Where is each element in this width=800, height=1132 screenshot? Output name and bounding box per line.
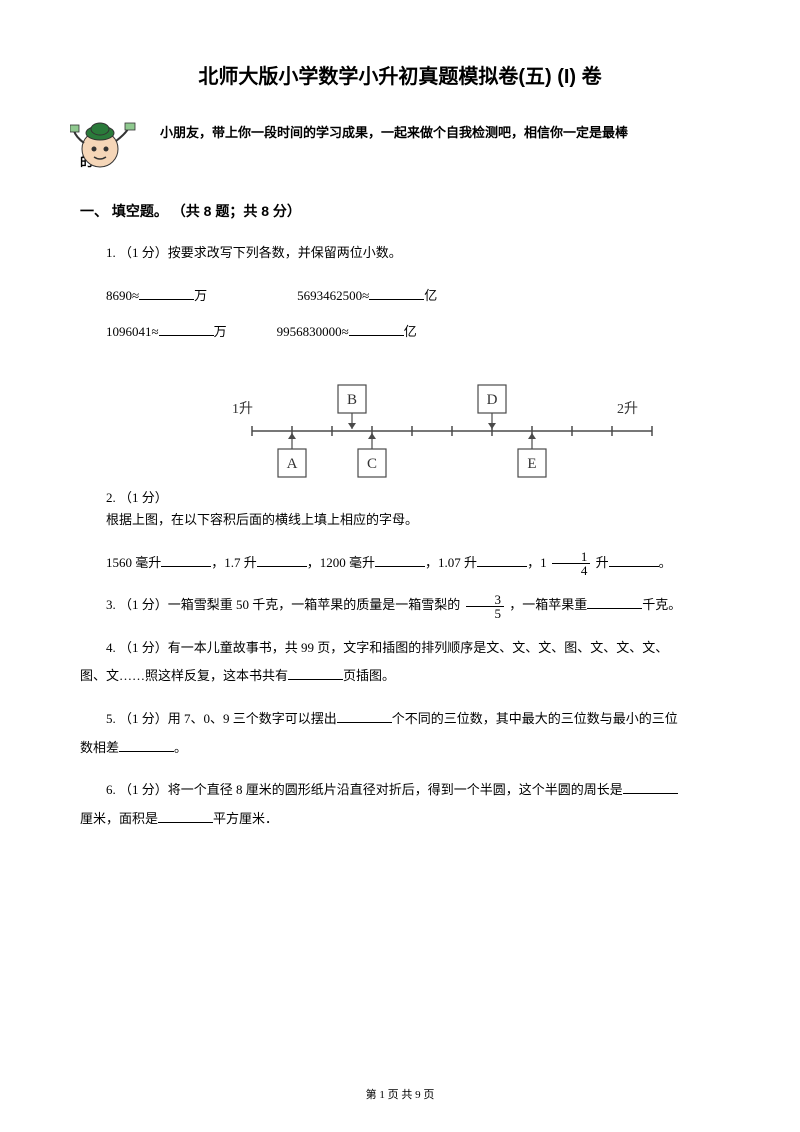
q5-line2: 数相差 。	[80, 734, 720, 763]
blank	[609, 553, 659, 567]
q4-line2: 图、文……照这样反复，这本书共有 页插图。	[80, 662, 720, 691]
q2-e-pre: ，1	[527, 555, 550, 570]
q5-line2-text: 数相差	[80, 740, 119, 755]
q2-text: 根据上图，在以下容积后面的横线上填上相应的字母。	[80, 506, 720, 535]
intro-line1: 小朋友，带上你一段时间的学习成果，一起来做个自我检测吧，相信你一定是最棒	[80, 119, 720, 148]
q6-line2: 厘米，面积是 平方厘米．	[80, 805, 720, 834]
q2-b: ，1.7 升	[211, 555, 257, 570]
q4-end: 页插图。	[343, 668, 395, 683]
svg-text:1升: 1升	[232, 401, 253, 417]
q2-d: ，1.07 升	[425, 555, 477, 570]
q1-r1b-unit: 亿	[424, 288, 437, 303]
q1-r2a: 1096041≈	[106, 324, 159, 339]
blank	[257, 553, 307, 567]
number-line-diagram: 1升 2升 A B C D E	[212, 371, 672, 501]
q2-c: ，1200 毫升	[307, 555, 375, 570]
q6-line2-post: 平方厘米．	[213, 811, 278, 826]
q1-r1b: 5693462500≈	[297, 288, 369, 303]
svg-text:B: B	[347, 392, 357, 408]
blank	[369, 286, 424, 300]
mascot-icon	[70, 109, 140, 179]
blank	[375, 553, 425, 567]
blank	[337, 709, 392, 723]
q1-r2a-unit: 万	[214, 324, 227, 339]
q1-text: 1. （1 分）按要求改写下列各数，并保留两位小数。	[80, 239, 720, 268]
blank	[288, 666, 343, 680]
q1-r2b: 9956830000≈	[277, 324, 349, 339]
q1-row2: 1096041≈ 万 9956830000≈ 亿	[80, 318, 720, 347]
page-footer: 第 1 页 共 9 页	[0, 1086, 800, 1102]
q2-a: 1560 毫升	[106, 555, 161, 570]
q3-post: ，一箱苹果重	[506, 597, 587, 612]
q1-r1a: 8690≈	[106, 288, 139, 303]
svg-text:2升: 2升	[617, 401, 638, 417]
blank	[587, 595, 642, 609]
q3-pre: 3. （1 分）一箱雪梨重 50 千克，一箱苹果的质量是一箱雪梨的	[106, 597, 464, 612]
q2-prefix: 2. （1 分）	[80, 487, 168, 506]
q4-line1: 4. （1 分）有一本儿童故事书，共 99 页，文字和插图的排列顺序是文、文、文…	[80, 634, 720, 663]
q6-line2-pre: 厘米，面积是	[80, 811, 158, 826]
svg-text:C: C	[367, 456, 377, 472]
q6-line1: 6. （1 分）将一个直径 8 厘米的圆形纸片沿直径对折后，得到一个半圆，这个半…	[80, 776, 720, 805]
svg-text:E: E	[527, 456, 536, 472]
blank	[139, 286, 194, 300]
q1-row1: 8690≈ 万 5693462500≈ 亿	[80, 282, 720, 311]
q2-end: 。	[659, 555, 672, 570]
q1-r1a-unit: 万	[194, 288, 207, 303]
q3-end: 千克。	[642, 597, 681, 612]
q6-line1-text: 6. （1 分）将一个直径 8 厘米的圆形纸片沿直径对折后，得到一个半圆，这个半…	[106, 782, 623, 797]
q5-post: 个不同的三位数，其中最大的三位数与最小的三位	[392, 711, 678, 726]
svg-text:A: A	[286, 456, 297, 472]
q1-r2b-unit: 亿	[404, 324, 417, 339]
q4-line2-text: 图、文……照这样反复，这本书共有	[80, 668, 288, 683]
blank	[623, 780, 678, 794]
q5-line1: 5. （1 分）用 7、0、9 三个数字可以摆出 个不同的三位数，其中最大的三位数…	[80, 705, 720, 734]
q5-pre: 5. （1 分）用 7、0、9 三个数字可以摆出	[106, 711, 337, 726]
svg-text:D: D	[486, 392, 497, 408]
fraction-1-4: 14	[552, 550, 591, 577]
section-header: 一、 填空题。 （共 8 题；共 8 分）	[80, 201, 720, 221]
blank	[159, 322, 214, 336]
blank	[477, 553, 527, 567]
blank	[119, 738, 174, 752]
q2-e-post: 升	[592, 555, 608, 570]
intro-line2: 的!	[80, 148, 720, 177]
q2-wrapper: 2. （1 分） 1升 2升 A B C D E	[80, 361, 720, 506]
q3: 3. （1 分）一箱雪梨重 50 千克，一箱苹果的质量是一箱雪梨的 35 ，一箱…	[80, 591, 720, 620]
intro-section: 小朋友，带上你一段时间的学习成果，一起来做个自我检测吧，相信你一定是最棒 的!	[80, 119, 720, 176]
page-title: 北师大版小学数学小升初真题模拟卷(五) (I) 卷	[80, 60, 720, 89]
fraction-3-5: 35	[466, 593, 505, 620]
blank	[161, 553, 211, 567]
q2-items: 1560 毫升 ，1.7 升 ，1200 毫升 ，1.07 升 ，1 14 升 。	[80, 549, 720, 578]
q5-end: 。	[174, 740, 187, 755]
blank	[158, 809, 213, 823]
blank	[349, 322, 404, 336]
